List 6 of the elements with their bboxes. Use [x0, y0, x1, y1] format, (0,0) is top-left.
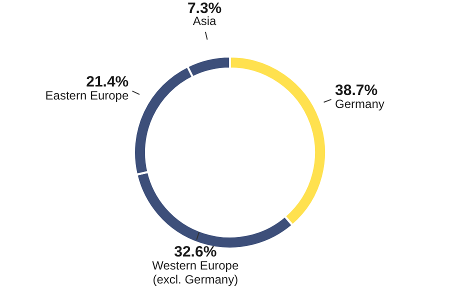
- slice-label: Eastern Europe: [45, 88, 129, 102]
- data-label: 32.6%: [174, 244, 217, 261]
- data-label: 21.4%: [86, 73, 129, 90]
- data-label: 38.7%: [335, 82, 378, 100]
- slice-label: Germany: [335, 97, 384, 112]
- slice-label: Western Europe (excl. Germany): [152, 258, 239, 287]
